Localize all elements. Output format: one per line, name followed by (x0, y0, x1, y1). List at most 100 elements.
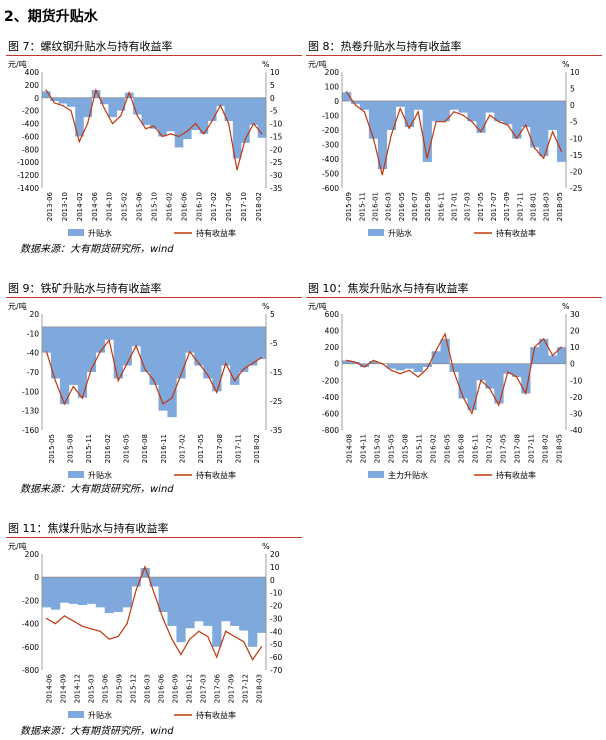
x-tick-label: 2014-10 (106, 192, 114, 221)
y-tick-label: -200 (322, 126, 339, 135)
basis-bar (199, 97, 209, 134)
basis-bar (404, 101, 414, 128)
basis-bar (108, 97, 117, 118)
y2-tick-label: -10 (270, 589, 282, 598)
y-tick-label: 0 (334, 97, 339, 106)
y2-tick-label: 10 (570, 68, 580, 77)
y-tick-label: 200 (25, 81, 40, 90)
basis-bar (248, 326, 258, 366)
x-tick-label: 2016-11 (472, 434, 480, 463)
x-tick-label: 2018-03 (256, 674, 264, 703)
return-point (153, 592, 155, 594)
return-point (180, 374, 182, 376)
basis-bar (530, 347, 540, 364)
basis-bar (503, 101, 513, 125)
legend-basis-swatch (68, 711, 84, 718)
basis-bar (503, 363, 513, 374)
return-point (390, 369, 392, 371)
legend-basis-label: 升贴水 (88, 228, 112, 238)
return-point (252, 122, 255, 125)
basis-bar (185, 326, 195, 353)
basis-bar (194, 326, 204, 366)
y-tick-label: -600 (322, 184, 339, 193)
basis-bar (377, 101, 388, 170)
return-point (81, 397, 83, 399)
basis-bar (166, 97, 176, 132)
chart-fig8: 元/吨 % 200 100 0 -100 -200 -300 -400 -500 -600 10 5 0 -… (308, 59, 582, 238)
x-tick-label: 2016-02 (165, 192, 173, 221)
y-tick-label: 20 (29, 310, 39, 319)
return-point (207, 635, 209, 638)
basis-bar (42, 577, 52, 608)
return-point (345, 91, 348, 93)
basis-bar (230, 326, 240, 385)
return-point (81, 625, 83, 627)
y-tick-label: 200 (325, 343, 340, 352)
return-point (399, 107, 401, 110)
y2-tick-label: 0 (270, 94, 275, 103)
y-tick-label: -10 (27, 329, 39, 338)
basis-bar (440, 338, 450, 364)
basis-bar (158, 326, 168, 411)
return-point (243, 641, 245, 643)
y-tick-label: -400 (322, 393, 339, 402)
basis-bar (239, 577, 249, 631)
basis-bar (104, 326, 114, 340)
return-point (363, 366, 365, 368)
basis-bar (176, 577, 186, 643)
return-point (45, 351, 48, 353)
basis-bar (212, 326, 222, 392)
basis-bar (149, 97, 159, 129)
x-tick-label: 2014-08 (346, 434, 354, 463)
return-point (372, 137, 374, 139)
x-tick-label: 2017-06 (214, 673, 222, 703)
return-point (560, 150, 563, 153)
basis-bar (191, 97, 200, 130)
basis-bar (548, 101, 558, 130)
basis-bar (86, 326, 97, 372)
return-point (489, 387, 491, 390)
basis-bar (50, 326, 61, 379)
legend-basis-label: 升贴水 (388, 228, 412, 238)
y-tick-label: -130 (22, 407, 39, 416)
return-point (260, 356, 263, 359)
return-point (189, 351, 191, 353)
basis-bar (494, 101, 504, 122)
y2-tick-label: 0 (570, 101, 575, 110)
y2-tick-label: -40 (570, 426, 582, 435)
x-tick-label: 2014-06 (46, 673, 54, 703)
return-point (145, 128, 147, 130)
y2-tick-label: -5 (270, 339, 278, 348)
x-tick-label: 2016-05 (123, 434, 131, 463)
basis-bar (207, 97, 217, 121)
basis-bar (59, 326, 70, 405)
basis-bar (116, 97, 126, 111)
return-point (194, 122, 197, 125)
basis-bar (95, 577, 106, 608)
x-tick-label: 2015-03 (88, 674, 96, 703)
x-tick-label: 2015-09 (116, 674, 124, 703)
y2-tick-label: -25 (270, 397, 282, 406)
basis-bar (440, 101, 450, 122)
basis-bar (368, 101, 379, 139)
return-point (363, 111, 365, 113)
y2-tick-label: -25 (570, 184, 582, 193)
basis-bar (395, 363, 406, 371)
y2-tick-label: -30 (270, 614, 282, 623)
x-tick-label: 2017-05 (477, 192, 485, 221)
return-point (516, 376, 518, 378)
left-unit-label: 元/吨 (8, 59, 27, 69)
return-point (144, 368, 146, 370)
return-point (244, 138, 246, 140)
legend-basis-label: 主力升贴水 (388, 470, 428, 480)
x-tick-label: 2016-11 (437, 192, 445, 221)
basis-bar (131, 326, 141, 347)
basis-bar (167, 326, 177, 418)
return-point (161, 135, 163, 138)
x-tick-label: 2018-02 (253, 434, 261, 463)
return-point (516, 137, 518, 139)
return-point (498, 121, 500, 123)
basis-bar (386, 101, 397, 130)
y2-tick-label: 5 (270, 81, 275, 90)
return-point (211, 120, 213, 122)
